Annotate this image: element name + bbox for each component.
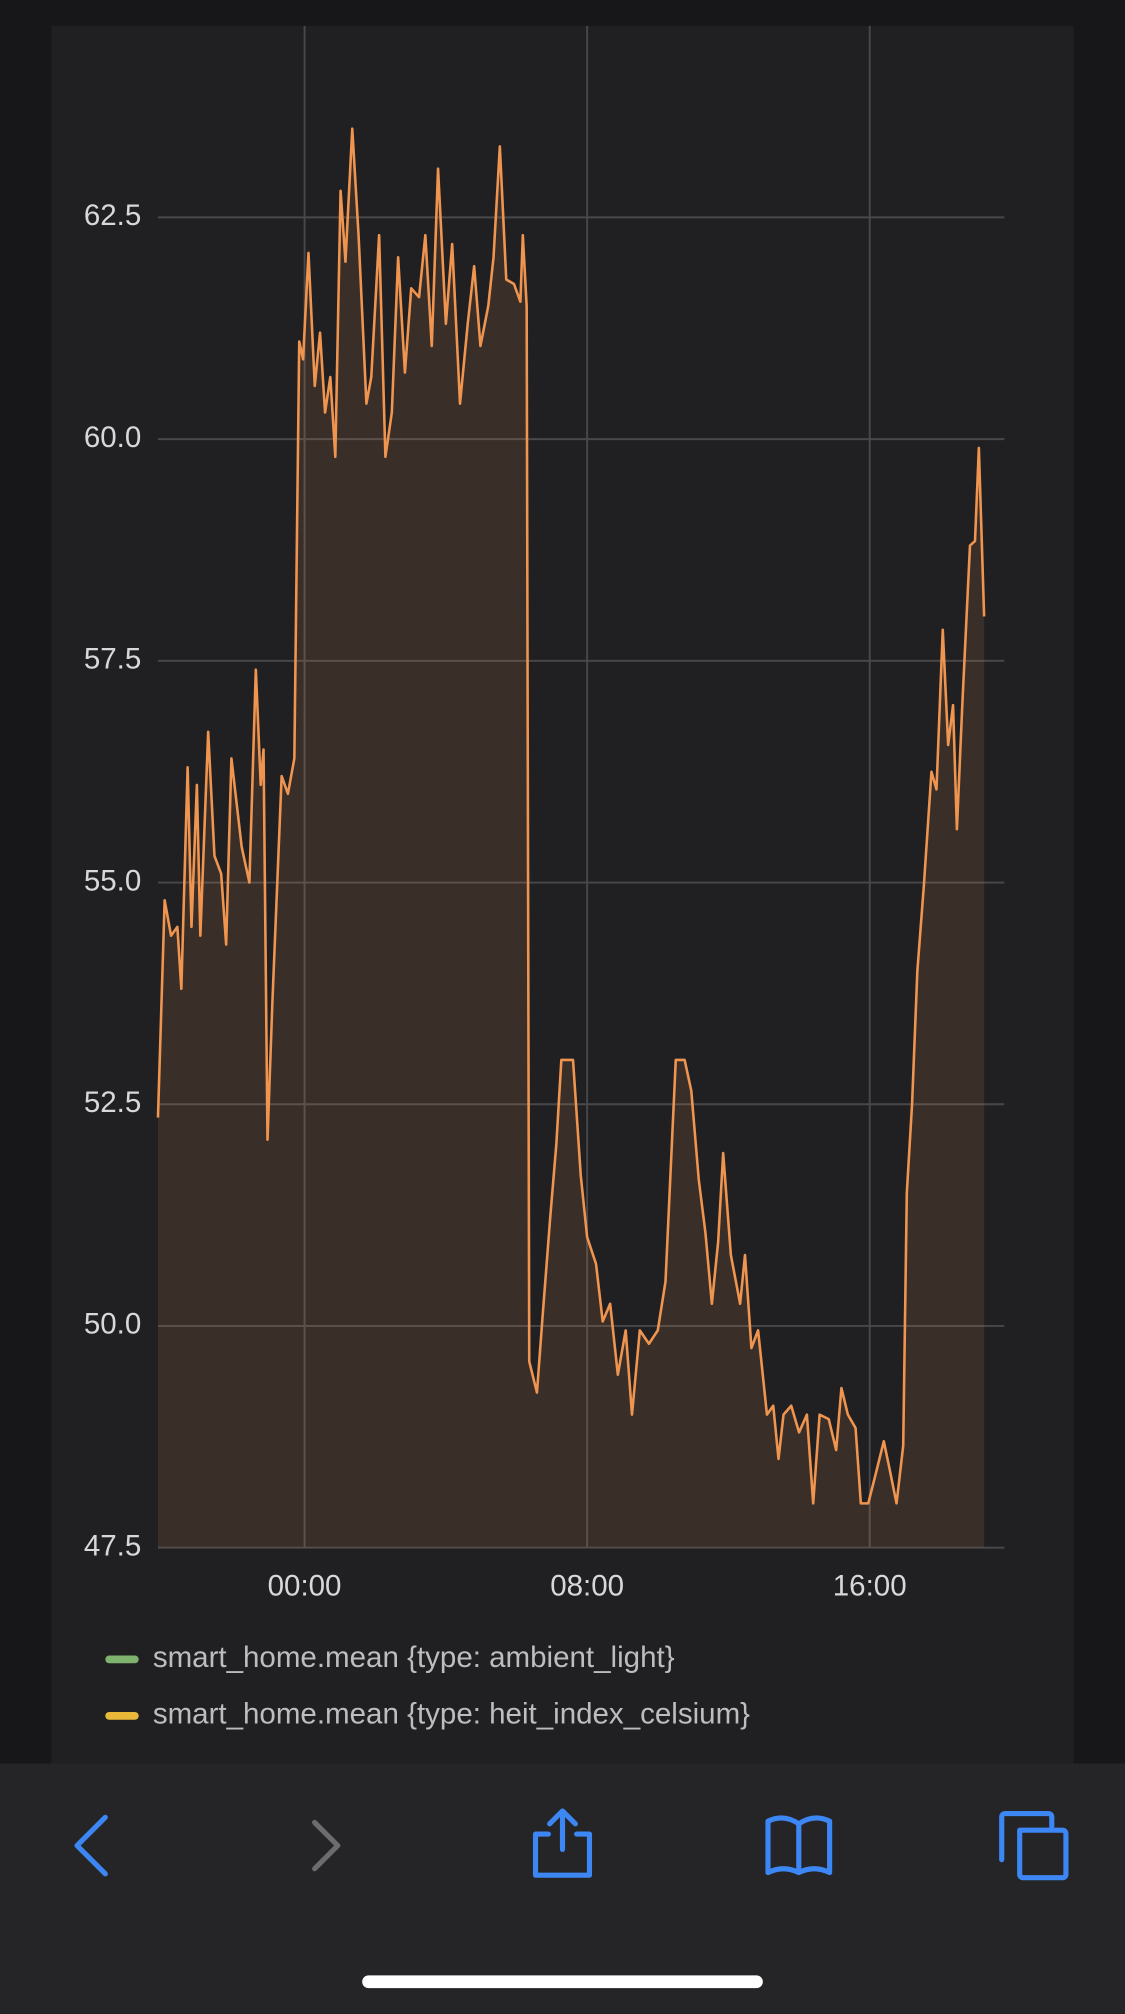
line <box>156 127 986 1505</box>
toolbar <box>0 1763 1125 2014</box>
forward-button[interactable] <box>312 1819 341 1872</box>
y-tick-label: 52.5 <box>84 1086 141 1119</box>
home-indicator <box>362 1975 763 1989</box>
y-tick-label: 47.5 <box>84 1529 141 1562</box>
tabs-button[interactable] <box>999 1810 1069 1881</box>
x-tick-label: 08:00 <box>550 1569 624 1602</box>
legend-label: smart_home.mean {type: heit_index_celsiu… <box>153 1698 750 1731</box>
legend-label: smart_home.mean {type: ambient_light} <box>153 1641 675 1674</box>
y-tick-label: 60.0 <box>84 421 141 454</box>
x-tick-label: 00:00 <box>268 1569 342 1602</box>
back-button[interactable] <box>74 1814 108 1877</box>
y-tick-label: 55.0 <box>84 864 141 897</box>
legend-swatch <box>105 1712 139 1720</box>
legend-swatch <box>105 1655 139 1664</box>
y-tick-label: 62.5 <box>84 199 141 232</box>
area <box>157 128 985 1548</box>
y-tick-label: 50.0 <box>84 1308 141 1341</box>
x-tick-label: 16:00 <box>833 1569 907 1602</box>
plot: 47.5 50.0 52.5 55.0 57.5 60.0 62.5 00:00 08:00 16… <box>84 25 1005 1731</box>
share-button[interactable] <box>532 1808 593 1878</box>
y-tick-label: 57.5 <box>84 643 141 676</box>
bookmarks-button[interactable] <box>765 1815 833 1876</box>
